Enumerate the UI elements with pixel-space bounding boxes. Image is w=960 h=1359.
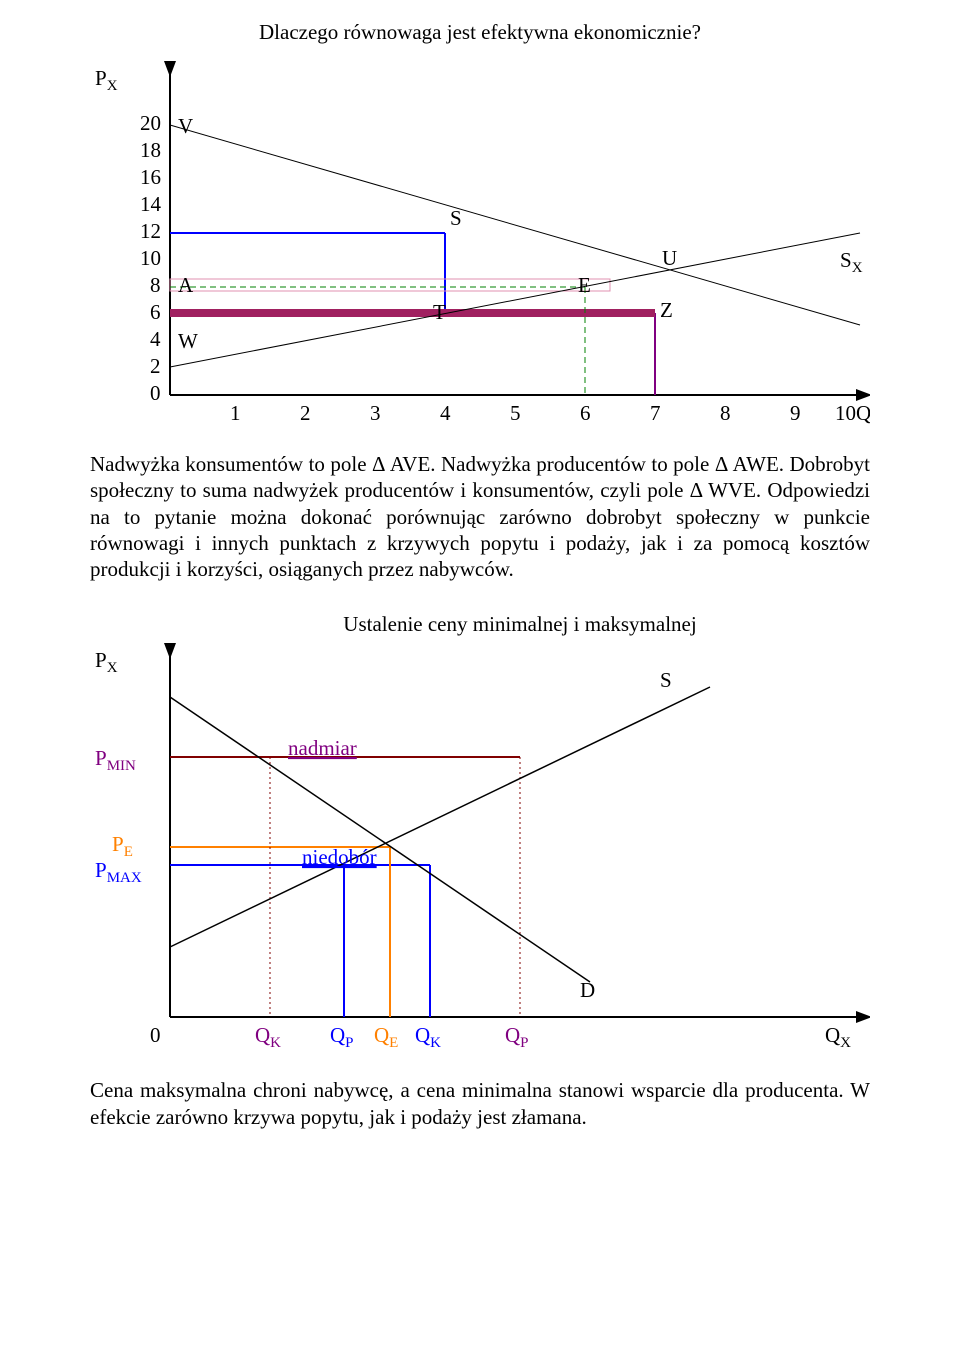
ytick-12: 12	[140, 219, 161, 243]
xtick-9: 9	[790, 401, 801, 425]
chart1-title: Dlaczego równowaga jest efektywna ekonom…	[90, 20, 870, 45]
xtick-7: 7	[650, 401, 661, 425]
label-T: T	[433, 300, 446, 324]
c2-label-S: S	[660, 668, 672, 692]
xtick-5: 5	[510, 401, 521, 425]
supply-line	[170, 233, 860, 367]
xtick-1: 1	[230, 401, 241, 425]
label-niedobor: niedobór	[302, 845, 377, 869]
label-pmax: PMAX	[95, 858, 142, 886]
label-S: S	[450, 206, 462, 230]
c2-zero: 0	[150, 1023, 161, 1047]
c2-y-axis-label: PX	[95, 648, 118, 676]
xtick-10: 10QX	[835, 401, 870, 429]
ytick-18: 18	[140, 138, 161, 162]
label-E: E	[578, 273, 591, 297]
xtick-3: 3	[370, 401, 381, 425]
c2-qk1: QK	[255, 1023, 281, 1051]
c2-qe: QE	[374, 1023, 398, 1051]
xtick-2: 2	[300, 401, 311, 425]
c2-qx: QX	[825, 1023, 851, 1051]
label-pe: PE	[112, 832, 133, 860]
label-Z: Z	[660, 298, 673, 322]
ytick-8: 8	[150, 273, 161, 297]
xtick-6: 6	[580, 401, 591, 425]
ytick-16: 16	[140, 165, 161, 189]
demand-line	[170, 125, 860, 325]
label-nadmiar: nadmiar	[288, 736, 357, 760]
c2-qk2: QK	[415, 1023, 441, 1051]
ytick-0: 0	[150, 381, 161, 405]
c2-qp1: QP	[330, 1023, 354, 1051]
label-A: A	[178, 273, 194, 297]
chart2: PX PMIN PE PMAX nadmiar niedobór S D 0 Q…	[90, 637, 870, 1057]
xtick-4: 4	[440, 401, 451, 425]
chart2-title: Ustalenie ceny minimalnej i maksymalnej	[90, 612, 870, 637]
ytick-14: 14	[140, 192, 162, 216]
ytick-10: 10	[140, 246, 161, 270]
chart1: PX 20 18 16 14 12 10 8 6 4 2 0 1 2 3 4 5…	[90, 55, 870, 435]
paragraph-2: Cena maksymalna chroni nabywcę, a cena m…	[90, 1077, 870, 1130]
label-V: V	[178, 114, 193, 138]
label-pmin: PMIN	[95, 746, 136, 774]
c2-label-D: D	[580, 978, 595, 1002]
paragraph-1: Nadwyżka konsumentów to pole Δ AVE. Nadw…	[90, 451, 870, 582]
xtick-8: 8	[720, 401, 731, 425]
label-W: W	[178, 329, 198, 353]
ytick-4: 4	[150, 327, 161, 351]
c2-qp2: QP	[505, 1023, 529, 1051]
c2-supply-line	[170, 687, 710, 947]
ytick-2: 2	[150, 354, 161, 378]
ytick-6: 6	[150, 300, 161, 324]
pink-rect	[170, 279, 610, 291]
c2-demand-line	[170, 697, 590, 982]
ytick-20: 20	[140, 111, 161, 135]
y-axis-label: PX	[95, 66, 118, 94]
label-U: U	[662, 246, 677, 270]
label-Sx: SX	[840, 248, 863, 276]
